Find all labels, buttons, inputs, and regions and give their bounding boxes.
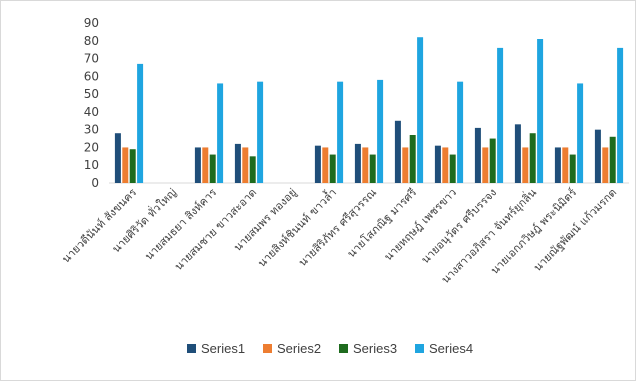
bar-series2 [322, 147, 329, 183]
bar-series2 [482, 147, 489, 183]
bar-series1 [314, 145, 321, 183]
bar-series3 [569, 154, 576, 183]
bar-series4 [257, 81, 264, 183]
y-tick-label: 40 [84, 105, 99, 119]
legend-item: Series4 [415, 341, 473, 356]
category-label: นายหฤษฎ์ เพชรขาว [382, 186, 459, 263]
bar-series3 [409, 135, 416, 183]
legend-swatch [187, 344, 196, 353]
legend-label: Series4 [429, 341, 473, 356]
bar-series1 [594, 129, 601, 183]
bar-series1 [114, 133, 121, 183]
bar-series2 [122, 147, 129, 183]
bar-series1 [514, 124, 521, 183]
bar-series1 [354, 143, 361, 183]
bar-series3 [449, 154, 456, 183]
bar-series3 [369, 154, 376, 183]
bar-series4 [337, 81, 344, 183]
legend-swatch [263, 344, 272, 353]
bar-series3 [129, 149, 136, 183]
bar-series3 [609, 136, 616, 183]
bar-series4 [577, 83, 584, 183]
legend-item: Series1 [187, 341, 245, 356]
y-tick-label: 70 [84, 52, 99, 66]
bar-series4 [457, 81, 464, 183]
y-tick-label: 90 [84, 16, 99, 30]
bar-series2 [402, 147, 409, 183]
legend-item: Series2 [263, 341, 321, 356]
legend-label: Series2 [277, 341, 321, 356]
legend-label: Series3 [353, 341, 397, 356]
bar-series2 [602, 147, 609, 183]
bar-series1 [234, 143, 241, 183]
y-tick-label: 20 [84, 140, 99, 154]
category-label: นายสมธยา สิงห์คาร [142, 186, 219, 263]
bar-series2 [202, 147, 209, 183]
legend-label: Series1 [201, 341, 245, 356]
bar-series4 [537, 39, 544, 183]
bar-series4 [617, 47, 624, 183]
category-label: นายวดีนันท์ สังขนคร [59, 186, 139, 266]
bar-series2 [242, 147, 249, 183]
bar-series4 [417, 37, 424, 183]
bar-series4 [497, 47, 504, 183]
bar-series4 [377, 79, 384, 183]
category-label: นายสิริภัทร ศรีสุวรรณ [296, 186, 379, 269]
y-tick-label: 0 [91, 176, 99, 190]
bar-series1 [394, 120, 401, 183]
bar-series1 [474, 127, 481, 183]
bar-series2 [442, 147, 449, 183]
bar-series2 [362, 147, 369, 183]
y-tick-label: 60 [84, 69, 99, 83]
category-label: นายโสภณิฐ มารศรี [344, 185, 419, 260]
legend-swatch [339, 344, 348, 353]
legend: Series1 Series2 Series3 Series4 [187, 341, 473, 356]
y-tick-label: 50 [84, 87, 99, 101]
y-tick-label: 80 [84, 34, 99, 48]
bar-series4 [137, 63, 144, 183]
bar-series2 [562, 147, 569, 183]
legend-swatch [415, 344, 424, 353]
bar-series4 [217, 83, 224, 183]
legend-item: Series3 [339, 341, 397, 356]
bar-series3 [209, 154, 216, 183]
category-label: นายอนุวัตร ศรีบรรจง [419, 186, 499, 266]
bar-series3 [529, 133, 536, 183]
y-tick-label: 30 [84, 123, 99, 137]
bars-layer [114, 37, 624, 183]
y-tick-label: 10 [84, 158, 99, 172]
bar-series2 [522, 147, 529, 183]
bar-series1 [194, 147, 201, 183]
bar-series3 [489, 138, 496, 183]
bar-series3 [249, 156, 256, 183]
bar-series1 [554, 147, 561, 183]
bar-series3 [329, 154, 336, 183]
bar-series1 [434, 145, 441, 183]
